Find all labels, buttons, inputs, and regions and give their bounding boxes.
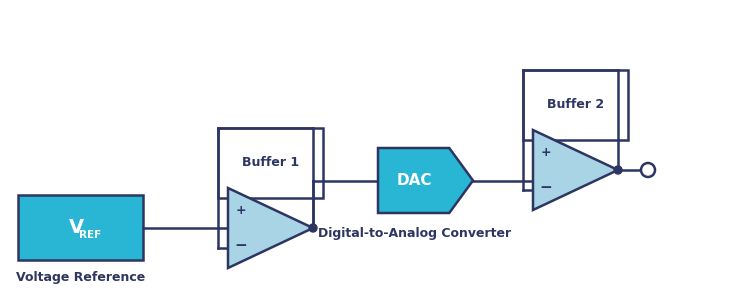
Text: −: − (235, 238, 248, 253)
Text: Buffer 1: Buffer 1 (242, 157, 299, 169)
Circle shape (614, 166, 622, 174)
Text: Voltage Reference: Voltage Reference (16, 271, 146, 284)
Text: +: + (541, 146, 551, 159)
Text: DAC: DAC (396, 173, 432, 188)
Text: −: − (540, 180, 552, 195)
Polygon shape (378, 148, 473, 213)
Text: Digital-to-Analog Converter: Digital-to-Analog Converter (317, 226, 511, 240)
Circle shape (309, 224, 317, 232)
Text: +: + (236, 204, 246, 217)
Polygon shape (533, 130, 618, 210)
Polygon shape (228, 188, 313, 268)
Text: Buffer 2: Buffer 2 (547, 99, 604, 111)
Text: V: V (69, 218, 84, 237)
Circle shape (641, 163, 655, 177)
Bar (18, 195, 143, 260)
Bar (523, 70, 628, 140)
Text: REF: REF (80, 231, 102, 240)
Bar (218, 128, 323, 198)
